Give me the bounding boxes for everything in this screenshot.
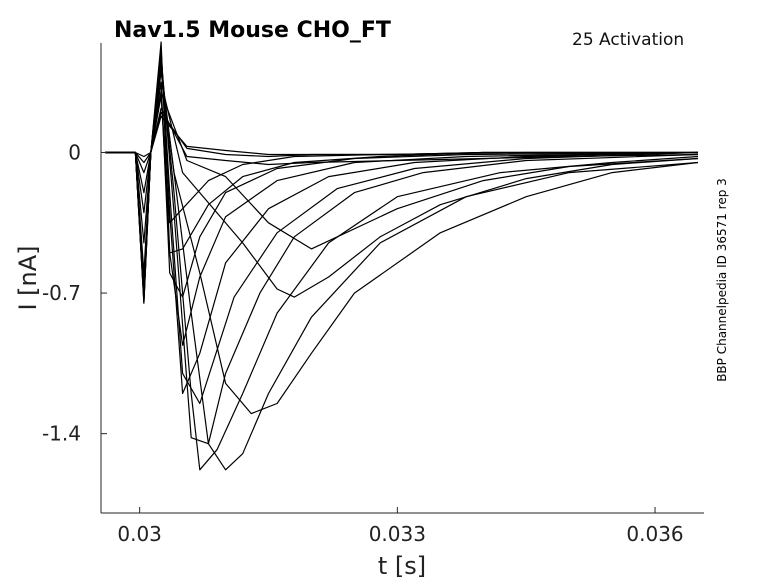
axes: 0.03 0.033 0.036 0 -0.7 -1.4	[42, 43, 704, 546]
trace-line-4	[105, 91, 699, 250]
source-note: BBP Channelpedia ID 36571 rep 3	[715, 178, 729, 382]
y-axis-label: I [nA]	[14, 245, 42, 311]
y-tick-label: -1.4	[42, 422, 81, 446]
x-tick-label: 0.036	[626, 522, 683, 546]
protocol-label: 25 Activation	[572, 30, 685, 50]
trace-line-15	[105, 95, 698, 286]
x-tick-label: 0.03	[117, 522, 162, 546]
trace-group	[105, 41, 699, 471]
y-tick-label: 0	[68, 140, 81, 164]
chart-title: Nav1.5 Mouse CHO_FT	[114, 18, 391, 43]
plot-area	[101, 43, 704, 513]
trace-line-14	[105, 91, 698, 290]
trace-line-6	[105, 71, 699, 415]
trace-line-5	[105, 81, 699, 298]
x-tick-label: 0.033	[369, 522, 426, 546]
x-axis-label: t [s]	[377, 552, 427, 580]
trace-line-12	[105, 41, 699, 346]
y-tick-label: -0.7	[42, 281, 81, 305]
